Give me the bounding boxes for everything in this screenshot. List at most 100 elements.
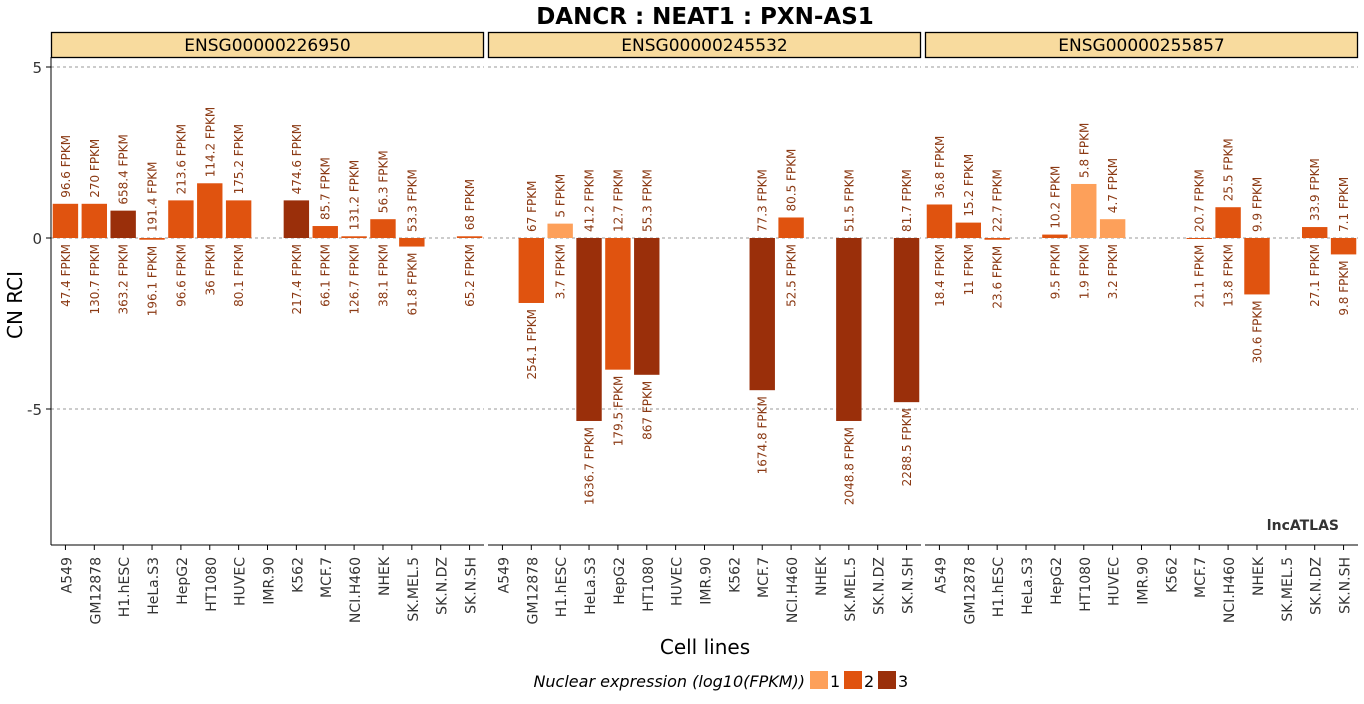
x-axis-label: Cell lines <box>660 635 750 659</box>
data-label: 9.9 FPKM <box>1250 177 1264 232</box>
data-label: 20.7 FPKM <box>1193 169 1207 232</box>
data-label: 7.1 FPKM <box>1337 177 1351 232</box>
x-tick-label: IMR.90 <box>262 557 278 605</box>
x-tick-label: H1.hESC <box>554 557 570 617</box>
x-tick-label: IMR.90 <box>1136 557 1152 605</box>
data-label: 1674.8 FPKM <box>756 396 770 474</box>
data-label: 658.4 FPKM <box>117 134 131 205</box>
panel-strip-label: ENSG00000226950 <box>184 36 350 56</box>
legend-swatch <box>844 671 862 689</box>
x-tick-label: SK.N.SH <box>901 557 917 614</box>
x-tick-label: H1.hESC <box>991 557 1007 617</box>
bar <box>955 222 982 238</box>
panel-strip <box>924 31 1359 59</box>
x-tick-label: GM12878 <box>962 557 978 624</box>
x-tick-label: NCI.H460 <box>785 557 801 623</box>
data-label: 191.4 FPKM <box>146 161 160 232</box>
x-tick-label: HT1080 <box>1078 557 1094 612</box>
data-label: 5.8 FPKM <box>1077 123 1091 178</box>
data-label: 9.8 FPKM <box>1337 260 1351 315</box>
data-label: 61.8 FPKM <box>405 253 419 316</box>
x-tick-label: SK.N.SH <box>1338 557 1354 614</box>
x-tick-label: HeLa.S3 <box>146 557 162 615</box>
bar <box>399 238 425 247</box>
data-label: 1.9 FPKM <box>1077 244 1091 299</box>
y-tick-label: -5 <box>27 401 42 419</box>
x-tick-label: NCI.H460 <box>348 557 364 623</box>
x-tick-label: SK.N.SH <box>464 557 480 614</box>
bar <box>778 217 804 238</box>
legend-title: Nuclear expression (log10(FPKM)) <box>533 672 805 691</box>
data-label: 27.1 FPKM <box>1308 244 1322 307</box>
data-label: 131.2 FPKM <box>348 160 362 231</box>
bar <box>605 238 631 370</box>
data-label: 2288.5 FPKM <box>900 408 914 486</box>
bar <box>1244 238 1270 295</box>
x-tick-label: NHEK <box>814 556 830 596</box>
data-label: 5 FPKM <box>554 174 568 218</box>
x-tick-label: NHEK <box>1251 556 1267 596</box>
data-label: 77.3 FPKM <box>756 169 770 232</box>
bar <box>1330 238 1357 255</box>
data-label: 175.2 FPKM <box>232 124 246 195</box>
bar <box>926 204 953 238</box>
x-tick-label: SK.N.DZ <box>1309 557 1325 615</box>
bar <box>634 238 660 375</box>
x-tick-label: SK.N.DZ <box>435 557 451 615</box>
panel-strip-label: ENSG00000245532 <box>621 36 787 56</box>
data-label: 80.5 FPKM <box>785 149 799 212</box>
data-label: 67 FPKM <box>525 181 539 232</box>
legend-label: 2 <box>864 672 874 691</box>
chart-title: DANCR : NEAT1 : PXN-AS1 <box>536 4 874 30</box>
bar <box>749 238 775 391</box>
data-label: 21.1 FPKM <box>1193 245 1207 308</box>
legend-swatch <box>810 671 828 689</box>
x-tick-label: SK.N.DZ <box>872 557 888 615</box>
panel-strip <box>487 31 922 59</box>
x-tick-label: MCF.7 <box>756 557 772 598</box>
legend-swatch <box>878 671 896 689</box>
data-label: 68 FPKM <box>463 179 477 230</box>
y-tick-label: 5 <box>32 59 42 77</box>
x-tick-label: HepG2 <box>175 557 191 605</box>
data-label: 38.1 FPKM <box>376 244 390 307</box>
bar <box>1071 183 1097 238</box>
x-tick-label: A549 <box>933 557 949 593</box>
x-tick-label: MCF.7 <box>1193 557 1209 598</box>
legend: Nuclear expression (log10(FPKM)) 1 2 3 <box>533 671 908 691</box>
x-tick-label: HUVEC <box>1107 557 1123 606</box>
x-tick-label: SK.MEL.5 <box>406 557 422 622</box>
data-label: 12.7 FPKM <box>611 169 625 232</box>
bar <box>197 183 223 238</box>
data-label: 47.4 FPKM <box>59 244 73 307</box>
data-label: 41.2 FPKM <box>583 169 597 232</box>
bar <box>225 200 252 238</box>
data-label: 22.7 FPKM <box>991 169 1005 232</box>
data-label: 4.7 FPKM <box>1106 158 1120 213</box>
data-label: 15.2 FPKM <box>962 154 976 217</box>
x-tick-label: A549 <box>59 557 75 593</box>
bar <box>312 226 338 238</box>
chart-frame: ENSG00000226950 ENSG00000245532 ENSG000002… <box>50 31 1359 59</box>
data-label: 66.1 FPKM <box>319 244 333 307</box>
data-label: 196.1 FPKM <box>146 246 160 317</box>
legend-label: 3 <box>898 672 908 691</box>
data-label: 213.6 FPKM <box>174 124 188 195</box>
x-tick-label: GM12878 <box>88 557 104 624</box>
data-label: 65.2 FPKM <box>463 244 477 307</box>
watermark: lncATLAS <box>1267 518 1339 534</box>
data-label: 33.9 FPKM <box>1308 158 1322 221</box>
x-tick-label: H1.hESC <box>117 557 133 617</box>
data-label: 3.2 FPKM <box>1106 244 1120 299</box>
data-label: 126.7 FPKM <box>348 244 362 315</box>
data-label: 130.7 FPKM <box>88 244 102 315</box>
data-label: 25.5 FPKM <box>1222 138 1236 201</box>
data-label: 2048.8 FPKM <box>842 427 856 505</box>
data-label: 18.4 FPKM <box>933 244 947 307</box>
bar <box>576 238 602 421</box>
x-tick-label: HepG2 <box>612 557 628 605</box>
x-tick-label: HeLa.S3 <box>1020 557 1036 615</box>
bar <box>110 210 136 238</box>
